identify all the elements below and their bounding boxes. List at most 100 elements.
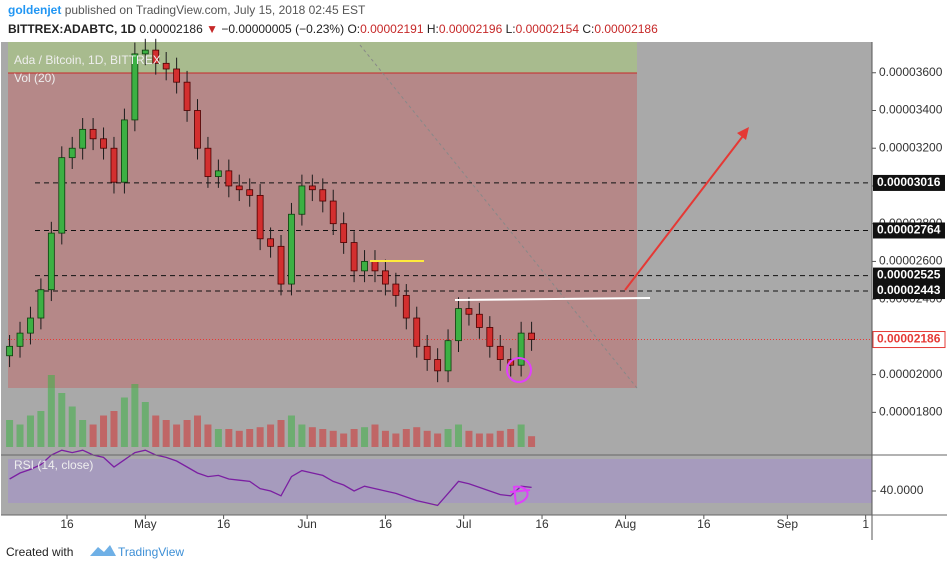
volume-bar	[486, 433, 494, 447]
volume-bar	[267, 424, 275, 447]
y-tick-label: 0.00001800	[879, 405, 943, 419]
level-label: 0.00003016	[877, 175, 941, 189]
x-tick-label: 16	[379, 517, 393, 531]
plot	[6, 38, 872, 507]
volume-bar	[392, 433, 400, 447]
last-price-box	[872, 331, 946, 349]
rsi-line	[9, 449, 532, 507]
circle-mark	[506, 357, 532, 383]
candle-body	[423, 345, 431, 360]
ohlc-label: O:	[347, 22, 360, 36]
candle-body	[413, 317, 421, 347]
footer-created: Created with	[6, 545, 73, 559]
volume-bar	[423, 430, 431, 447]
volume-bar	[319, 429, 327, 447]
candle-body	[298, 185, 306, 215]
candle-body	[517, 332, 525, 366]
x-tick-label: Jun	[297, 517, 316, 531]
volume-bar	[402, 429, 410, 447]
volume-bar	[371, 424, 379, 447]
level-box	[873, 222, 945, 239]
candle-body	[350, 242, 358, 272]
level-box	[873, 267, 945, 284]
volume-bar	[131, 384, 139, 447]
x-tick-label: Aug	[615, 517, 636, 531]
candle-body	[225, 170, 233, 187]
white-line	[454, 297, 651, 301]
candle-body	[361, 261, 368, 272]
last-price-label: 0.00002186	[877, 332, 941, 346]
volume-bar	[37, 411, 45, 447]
volume-bar	[68, 406, 76, 447]
candle-body	[194, 110, 201, 149]
candle-body	[277, 245, 285, 285]
candle-body	[6, 345, 13, 357]
ohlc-label: C:	[582, 22, 594, 36]
candle-body	[131, 53, 139, 121]
change: −0.00000005 (−0.23%)	[221, 22, 344, 36]
volume-bar	[361, 427, 369, 447]
volume-bar	[329, 430, 337, 447]
level-box	[873, 283, 945, 300]
zone-green	[8, 42, 637, 73]
volume-bar	[89, 424, 97, 447]
candle-body	[496, 345, 504, 360]
volume-bar	[308, 427, 316, 447]
volume-bar	[256, 427, 264, 447]
x-tick-label: 16	[535, 517, 549, 531]
volume-bar	[162, 420, 170, 447]
candle-body	[486, 327, 494, 347]
ohlc-value: 0.00002154	[516, 22, 580, 36]
volume-bar	[287, 415, 295, 447]
candle-body	[246, 189, 254, 196]
legend-volume: Vol (20)	[14, 71, 55, 85]
volume-bar	[120, 397, 128, 447]
volume-bar	[225, 429, 233, 447]
volume-bar	[79, 420, 87, 447]
user[interactable]: goldenjet	[8, 3, 61, 17]
quote-line: BITTREX:ADABTC, 1D 0.00002186 ▼ −0.00000…	[8, 22, 658, 36]
volume-bar	[173, 424, 181, 447]
volume-bar	[194, 415, 201, 447]
candle-body	[267, 238, 274, 247]
candle-body	[16, 332, 24, 347]
candle-body	[162, 62, 170, 70]
volume-bar	[528, 436, 536, 447]
published: published on TradingView.com, July 15, 2…	[65, 3, 366, 17]
arrow: ▼	[206, 22, 218, 36]
volume-bar	[444, 429, 452, 447]
candle-body	[444, 340, 452, 372]
volume-bar	[152, 415, 160, 447]
x-tick-label: 16	[217, 517, 231, 531]
x-tick-label: Jul	[456, 517, 471, 531]
candle-body	[329, 200, 337, 225]
ohlc-value: 0.00002191	[360, 22, 424, 36]
candle-body	[79, 128, 87, 149]
arrow-line	[624, 131, 747, 291]
x-tick-label: May	[134, 517, 157, 531]
x-tick-label: Sep	[777, 517, 799, 531]
symbol: BITTREX:ADABTC, 1D	[8, 22, 136, 36]
candle-body	[392, 283, 400, 296]
volume-bar	[141, 402, 149, 447]
level-label: 0.00002525	[877, 268, 941, 282]
volume-bar	[214, 429, 222, 447]
candle-body	[528, 332, 535, 340]
candle-body	[434, 359, 442, 372]
volume-bar	[100, 415, 108, 447]
trend-line	[359, 44, 638, 389]
ohlc-label: L:	[506, 22, 516, 36]
volume-bar	[298, 424, 306, 447]
x-tick-label: 16	[60, 517, 74, 531]
candle-body	[100, 138, 107, 149]
candle-body	[382, 270, 389, 285]
footer-brand[interactable]: TradingView	[118, 545, 184, 559]
y-tick-label: 0.00002000	[879, 367, 943, 381]
candle-body	[183, 81, 191, 111]
ohlc-label: H:	[427, 22, 439, 36]
scribble	[509, 485, 531, 506]
volume-bar	[465, 430, 473, 447]
x-tick-label: 16	[697, 517, 711, 531]
rsi-band	[8, 459, 872, 503]
